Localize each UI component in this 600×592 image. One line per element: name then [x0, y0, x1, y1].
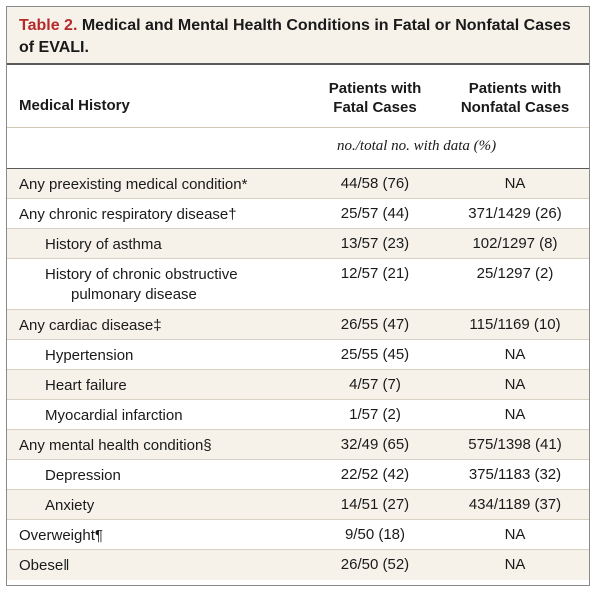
- row-label: History of asthma: [45, 236, 162, 253]
- table-row: History of chronic obstructive pulmonary…: [7, 259, 589, 310]
- nonfatal-value: 375/1183 (32): [468, 466, 562, 483]
- row-label: Any preexisting medical condition*: [19, 176, 248, 193]
- row-label: History of chronic obstructive pulmonary…: [45, 265, 238, 305]
- column-header-nonfatal-line1: Patients with: [468, 80, 562, 97]
- nonfatal-value: 115/1169 (10): [469, 316, 561, 333]
- nonfatal-value: 434/1189 (37): [468, 496, 562, 513]
- row-label: Any cardiac disease‡: [19, 317, 162, 334]
- nonfatal-value: NA: [504, 406, 526, 423]
- column-header-fatal-line1: Patients with: [328, 80, 422, 97]
- table-row: Heart failure 4/57 (7) NA: [7, 370, 589, 400]
- column-header-nonfatal-line2: Nonfatal Cases: [460, 99, 570, 116]
- row-label: Myocardial infarction: [45, 407, 183, 424]
- row-label: Any chronic respiratory disease†: [19, 206, 237, 223]
- table-title: Table 2. Medical and Mental Health Condi…: [7, 7, 589, 65]
- fatal-value: 13/57 (23): [340, 235, 410, 252]
- row-label: Overweight¶: [19, 527, 103, 544]
- fatal-value: 12/57 (21): [340, 265, 410, 282]
- table-number: Table 2.: [19, 17, 78, 34]
- table-row: Obese‖ 26/50 (52) NA: [7, 550, 589, 580]
- table-row: Any preexisting medical condition* 44/58…: [7, 169, 589, 199]
- table-row: Hypertension 25/55 (45) NA: [7, 340, 589, 370]
- nonfatal-value: NA: [504, 175, 526, 192]
- column-header-history: Medical History: [19, 97, 130, 114]
- nonfatal-value: NA: [504, 376, 526, 393]
- row-label: Any mental health condition§: [19, 437, 212, 454]
- nonfatal-value: 575/1398 (41): [468, 436, 562, 453]
- fatal-value: 22/52 (42): [340, 466, 410, 483]
- column-header-nonfatal: Patients with Nonfatal Cases: [445, 79, 585, 117]
- unit-note-row: no./total no. with data (%): [7, 128, 589, 169]
- nonfatal-value: 25/1297 (2): [476, 265, 554, 282]
- row-label-line1: History of chronic obstructive: [45, 266, 238, 283]
- nonfatal-value: 102/1297 (8): [472, 235, 558, 252]
- table-row: Depression 22/52 (42) 375/1183 (32): [7, 460, 589, 490]
- nonfatal-value: NA: [504, 346, 526, 363]
- nonfatal-value: NA: [504, 556, 526, 573]
- row-label-line2: pulmonary disease: [71, 286, 197, 303]
- column-header-fatal-line2: Fatal Cases: [333, 99, 417, 116]
- fatal-value: 26/50 (52): [340, 556, 410, 573]
- row-label: Hypertension: [45, 347, 134, 364]
- table-frame: Table 2. Medical and Mental Health Condi…: [6, 6, 590, 586]
- fatal-value: 1/57 (2): [349, 406, 401, 423]
- table-row: Anxiety 14/51 (27) 434/1189 (37): [7, 490, 589, 520]
- fatal-value: 4/57 (7): [349, 376, 401, 393]
- nonfatal-value: 371/1429 (26): [468, 205, 562, 222]
- fatal-value: 25/57 (44): [340, 205, 410, 222]
- table-row: Any cardiac disease‡ 26/55 (47) 115/1169…: [7, 310, 589, 340]
- table-row: Any mental health condition§ 32/49 (65) …: [7, 430, 589, 460]
- fatal-value: 44/58 (76): [340, 175, 410, 192]
- row-label: Depression: [45, 467, 121, 484]
- row-label: Anxiety: [45, 497, 95, 514]
- table-row: Overweight¶ 9/50 (18) NA: [7, 520, 589, 550]
- row-label: Obese‖: [19, 557, 70, 574]
- unit-note: no./total no. with data (%): [337, 138, 497, 154]
- table-row: Myocardial infarction 1/57 (2) NA: [7, 400, 589, 430]
- fatal-value: 26/55 (47): [340, 316, 410, 333]
- fatal-value: 14/51 (27): [340, 496, 410, 513]
- column-headers: Medical History Patients with Fatal Case…: [7, 65, 589, 128]
- fatal-value: 9/50 (18): [344, 526, 406, 543]
- table-row: Any chronic respiratory disease† 25/57 (…: [7, 199, 589, 229]
- column-header-fatal: Patients with Fatal Cases: [305, 79, 445, 117]
- fatal-value: 25/55 (45): [340, 346, 410, 363]
- table-row: History of asthma 13/57 (23) 102/1297 (8…: [7, 229, 589, 259]
- nonfatal-value: NA: [504, 526, 526, 543]
- table-caption: Medical and Mental Health Conditions in …: [19, 17, 571, 56]
- fatal-value: 32/49 (65): [340, 436, 410, 453]
- row-label: Heart failure: [45, 377, 127, 394]
